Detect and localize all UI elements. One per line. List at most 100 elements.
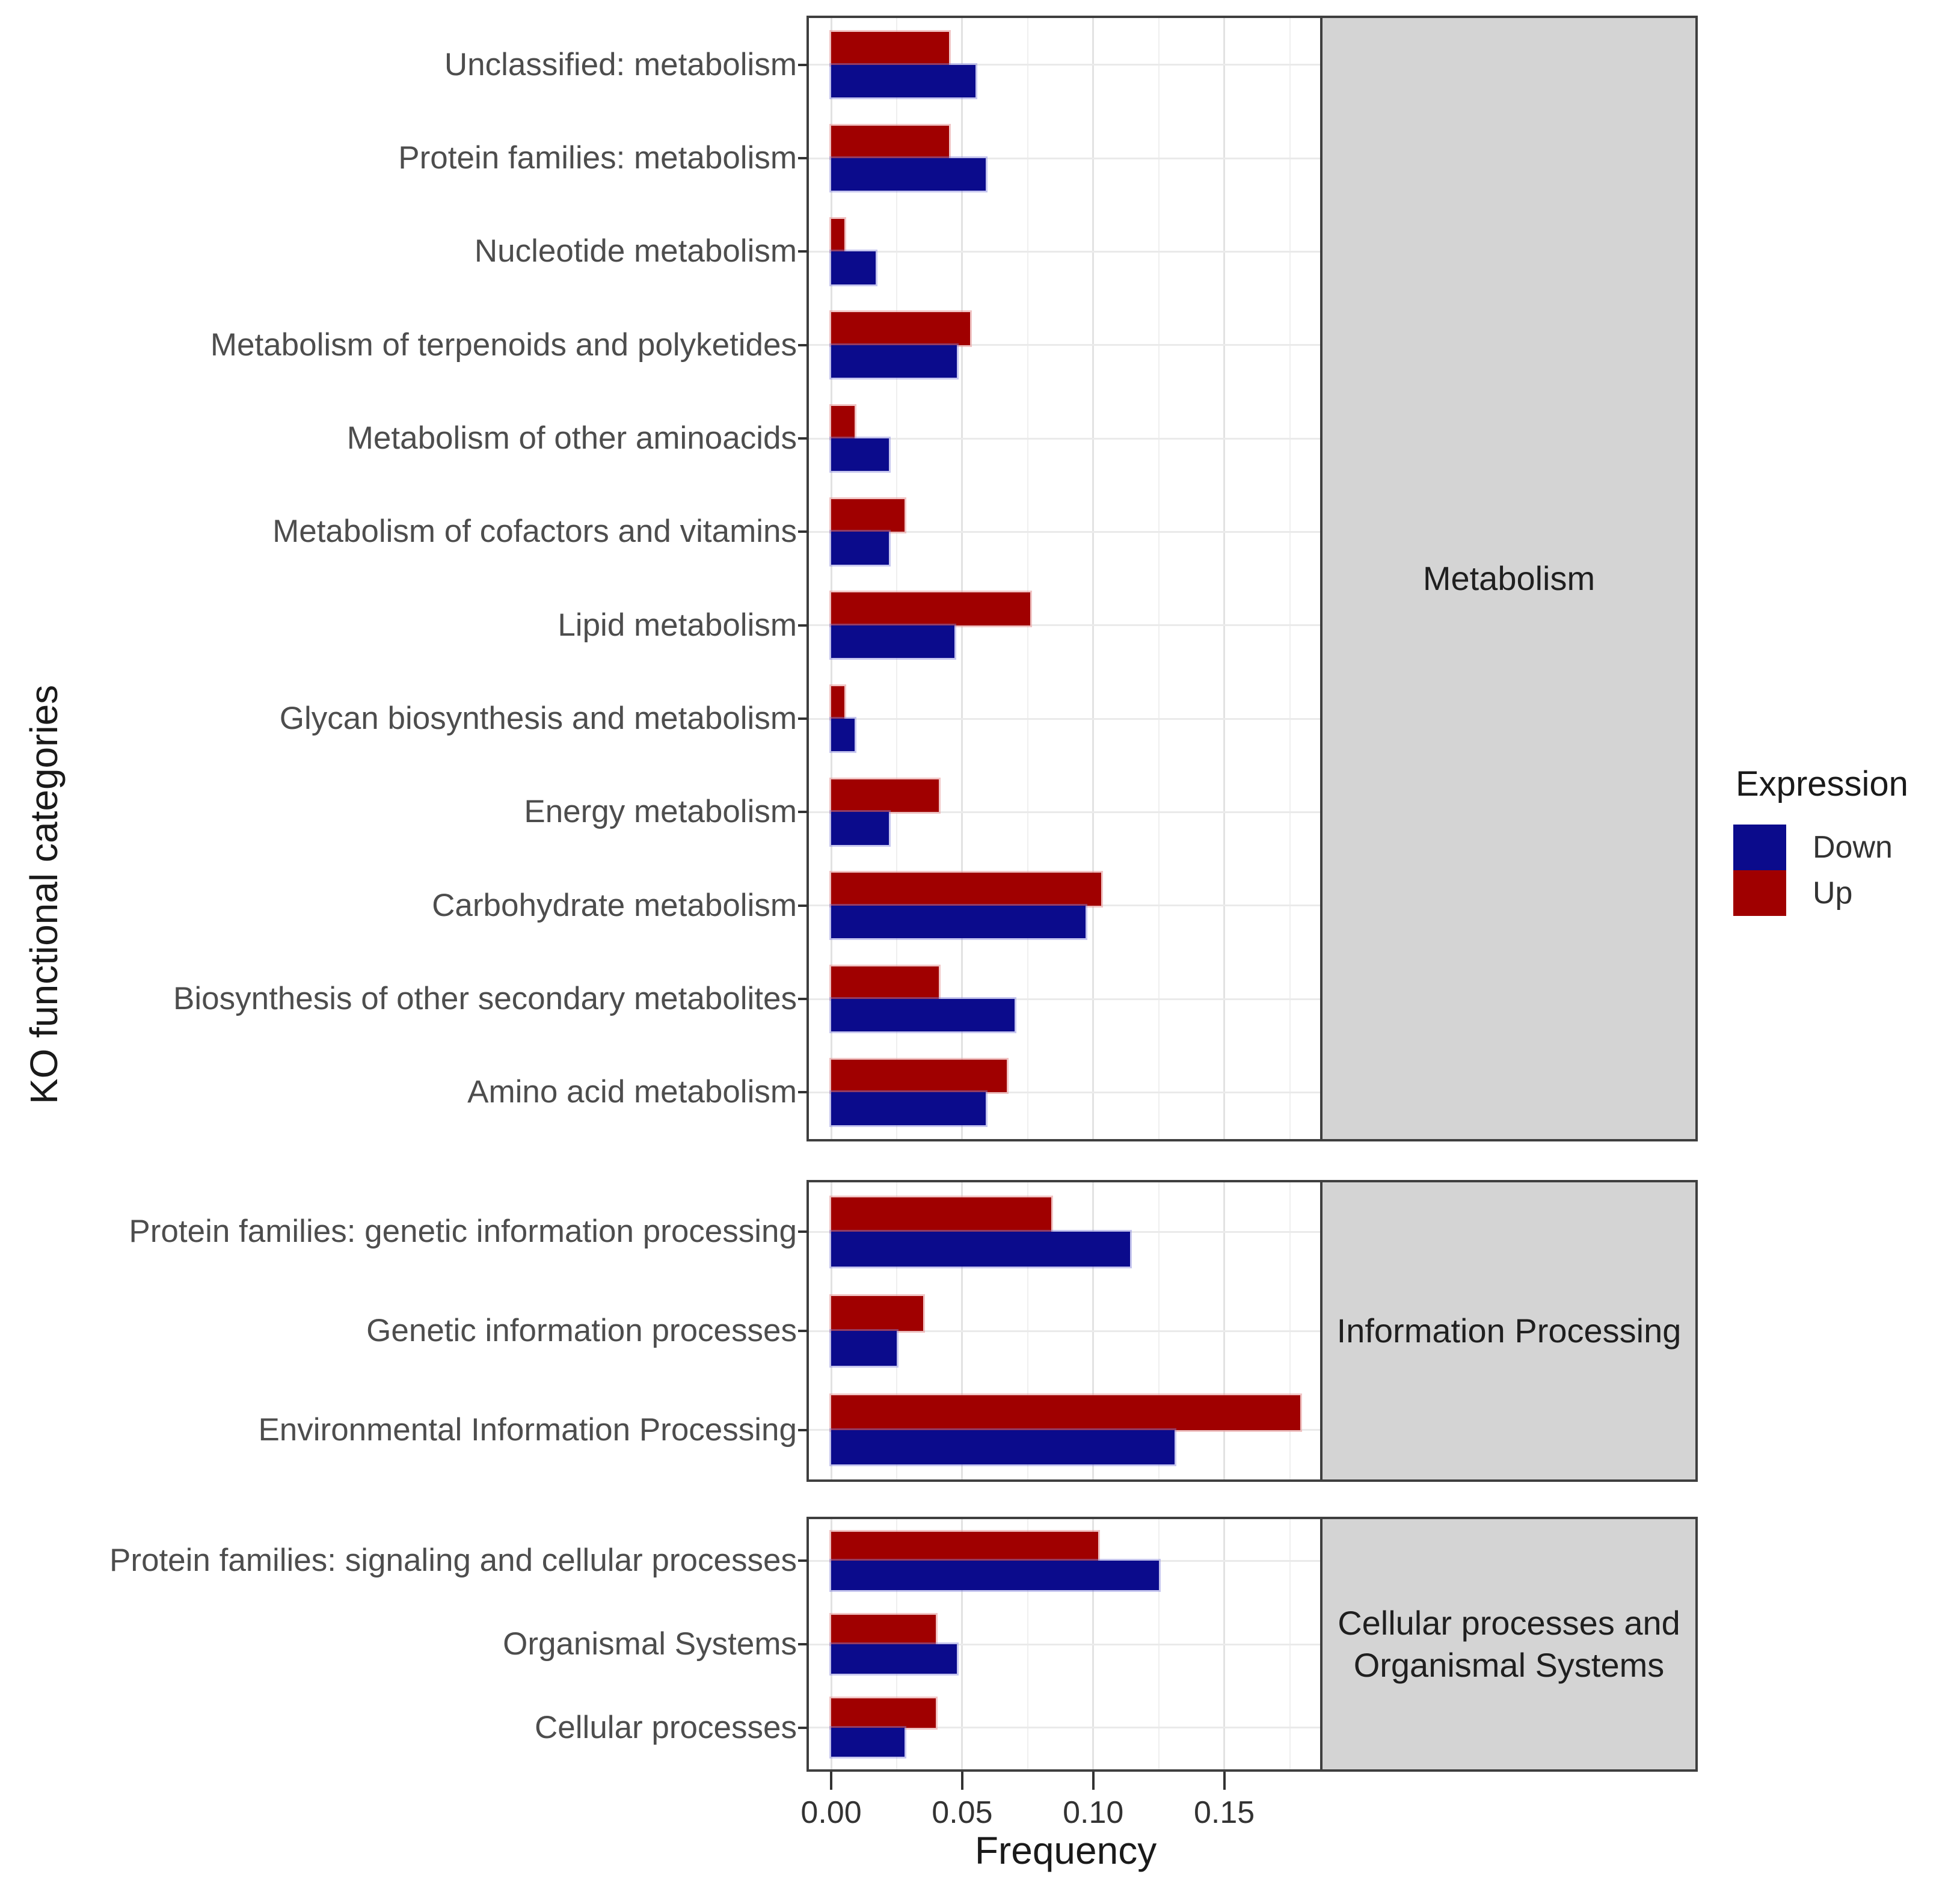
gridline-major (961, 18, 963, 1139)
bar-down (831, 1331, 897, 1366)
facet-strip-label: Cellular processes and (1338, 1604, 1680, 1642)
gridline-category (809, 717, 1323, 720)
gridline-category (809, 250, 1323, 253)
category-label: Nucleotide metabolism (474, 233, 797, 269)
legend-key-down: Down (1733, 825, 1960, 870)
bar-down (831, 64, 975, 98)
x-tick (1223, 1772, 1226, 1790)
bar-down (831, 812, 889, 845)
y-tick (798, 811, 808, 814)
x-tick-label: 0.00 (800, 1795, 862, 1830)
x-axis-title: Frequency (974, 1829, 1157, 1872)
category-label: Lipid metabolism (558, 607, 797, 643)
facet-strip-label: Information Processing (1336, 1312, 1682, 1350)
gridline-category (809, 344, 1323, 346)
y-tick (798, 1559, 808, 1562)
x-tick-label: 0.05 (932, 1795, 993, 1830)
y-tick (798, 998, 808, 1000)
y-tick (798, 530, 808, 533)
facet-strip: Metabolism (1320, 16, 1698, 1141)
bar-up (831, 686, 844, 719)
category-label: Biosynthesis of other secondary metaboli… (173, 981, 797, 1016)
x-tick-label: 0.10 (1063, 1795, 1124, 1830)
bar-down (831, 625, 954, 659)
bar-down (831, 158, 986, 191)
bar-up (831, 312, 970, 345)
category-label: Metabolism of terpenoids and polyketides (210, 327, 797, 363)
bar-down (831, 999, 1015, 1032)
y-tick (798, 904, 808, 907)
bar-down (831, 438, 889, 472)
facet-strip: Information Processing (1320, 1180, 1698, 1482)
bar-up (831, 125, 950, 158)
gridline-minor (1027, 18, 1028, 1139)
category-label: Cellular processes (535, 1709, 797, 1745)
y-tick (798, 437, 808, 440)
gridline-major (1223, 18, 1226, 1139)
category-label: Protein families: genetic information pr… (129, 1214, 797, 1250)
gridline-category (809, 437, 1323, 440)
category-label: Glycan biosynthesis and metabolism (279, 701, 797, 736)
legend-title: Expression (1736, 764, 1908, 803)
y-tick (798, 1428, 808, 1431)
bar-up (831, 32, 950, 65)
facet-strip-label: Organismal Systems (1353, 1646, 1665, 1684)
category-label: Organismal Systems (503, 1626, 797, 1662)
bar-down (831, 905, 1086, 939)
bar-up (831, 1197, 1052, 1232)
gridline-major (830, 18, 832, 1139)
category-label: Genetic information processes (366, 1313, 797, 1348)
x-tick (960, 1772, 963, 1790)
y-tick (798, 63, 808, 66)
gridline-category (809, 64, 1323, 66)
y-tick (798, 1230, 808, 1233)
legend: Expression Down Up (1733, 764, 1960, 916)
bar-up (831, 1059, 1007, 1093)
facet-strip: Cellular processes and Organismal Systems (1320, 1517, 1698, 1772)
category-label: Environmental Information Processing (258, 1411, 797, 1448)
bar-down (831, 1232, 1130, 1267)
gridline-category (809, 998, 1323, 1000)
bar-up (831, 873, 1101, 906)
y-tick (798, 1726, 808, 1729)
gridline-category (809, 624, 1323, 627)
category-label: Carbohydrate metabolism (432, 887, 797, 923)
gridline-category (809, 811, 1323, 813)
bar-down (831, 251, 876, 284)
y-tick (798, 1330, 808, 1332)
legend-swatch-up (1733, 870, 1786, 916)
bar-down (831, 345, 957, 378)
category-label: Metabolism of other aminoacids (346, 420, 797, 456)
gridline-category (809, 1727, 1323, 1729)
bar-down (831, 1561, 1159, 1590)
legend-swatch-down (1733, 825, 1786, 870)
facet-panel (806, 16, 1325, 1141)
bar-up (831, 1615, 936, 1644)
bar-up (831, 592, 1031, 625)
bar-down (831, 1644, 957, 1674)
category-label: Protein families: signaling and cellular… (109, 1543, 797, 1579)
bar-up (831, 966, 939, 999)
y-tick (798, 717, 808, 720)
legend-key-up: Up (1733, 870, 1960, 916)
gridline-minor (896, 18, 897, 1139)
bar-down (831, 1430, 1175, 1465)
bar-up (831, 1698, 936, 1728)
bar-up (831, 405, 855, 438)
bar-up (831, 1395, 1300, 1430)
bar-up (831, 1296, 923, 1331)
bar-down (831, 1092, 986, 1125)
y-tick (798, 250, 808, 253)
gridline-category (809, 530, 1323, 533)
x-tick (1092, 1772, 1095, 1790)
y-tick (798, 157, 808, 159)
category-label: Energy metabolism (524, 794, 797, 830)
gridline-minor (1289, 18, 1291, 1139)
y-axis-title: KO functional categories (22, 684, 66, 1104)
facet-strip-label: Metabolism (1422, 559, 1596, 597)
gridline-category (809, 157, 1323, 159)
legend-keys: Down Up (1733, 825, 1960, 916)
bar-up (831, 499, 905, 532)
bar-up (831, 779, 939, 812)
